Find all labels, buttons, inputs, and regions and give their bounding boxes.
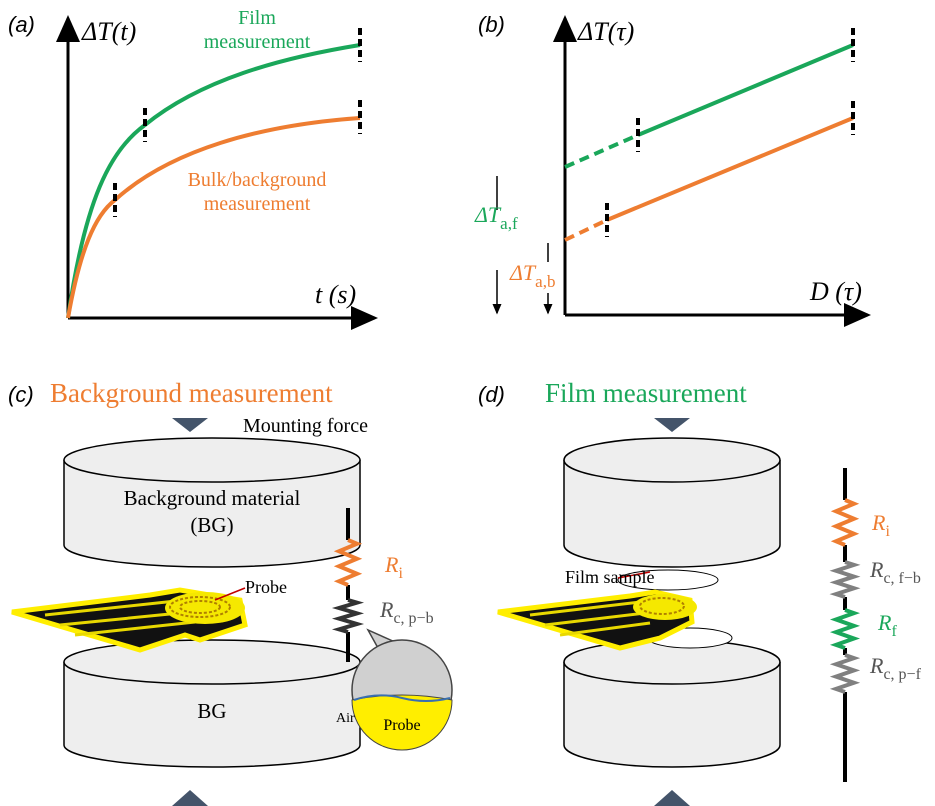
- resistor-label: Rc, p−b: [379, 597, 434, 627]
- x-axis-label: D (τ): [809, 277, 862, 306]
- resistor-label: Rc, f−b: [869, 557, 921, 587]
- panel-title: Film measurement: [545, 378, 747, 408]
- resistor-label: Rc, p−f: [869, 653, 922, 683]
- air-label: Air: [336, 711, 355, 726]
- resistor: [836, 610, 854, 648]
- offset-film-label: ΔTa,f: [474, 202, 518, 233]
- panel-label: (c): [8, 382, 34, 407]
- resistor-label: Rf: [877, 610, 897, 640]
- panel-c: (c) Background measurement Mounting forc…: [8, 378, 452, 806]
- panel-b: (b) ΔT(τ) D (τ) ΔTa,f ΔTa,b: [474, 12, 868, 315]
- resistor-label: Ri: [384, 552, 403, 582]
- circuit: [836, 468, 854, 782]
- panel-label: (d): [478, 382, 505, 407]
- force-label: Mounting force: [243, 415, 368, 437]
- force-arrow: [654, 418, 690, 432]
- force-arrow: [172, 790, 208, 806]
- figure: (a) ΔT(t) t (s) Filmmeasurement Bulk/bac…: [0, 0, 935, 806]
- film-line: [638, 45, 853, 135]
- film-extrapolation: [565, 135, 638, 167]
- resistor-label: Ri: [871, 510, 890, 540]
- panel-d: (d) Film measurement Film sample Ri Rc, …: [478, 378, 922, 806]
- resistor: [836, 500, 854, 545]
- x-axis-label: t (s): [315, 280, 356, 309]
- force-arrow: [654, 790, 690, 806]
- y-axis-label: ΔT(t): [81, 17, 136, 46]
- inset-probe-label: Probe: [383, 717, 420, 734]
- panel-title: Background measurement: [50, 378, 333, 408]
- probe-label: Probe: [245, 577, 287, 597]
- offset-bulk-label: ΔTa,b: [509, 260, 555, 291]
- panel-label: (b): [478, 12, 505, 37]
- resistor: [339, 600, 357, 632]
- force-arrow: [172, 418, 208, 432]
- bulk-extrapolation: [565, 220, 607, 240]
- resistor: [836, 562, 854, 597]
- panel-label: (a): [8, 12, 35, 37]
- cylinder-top: [64, 640, 360, 684]
- cylinder-top: [564, 438, 780, 482]
- sample-label: Film sample: [565, 567, 655, 587]
- cylinder-top: [64, 438, 360, 482]
- y-axis-label: ΔT(τ): [577, 17, 634, 46]
- block-label: BG: [197, 699, 226, 723]
- resistor: [836, 655, 854, 692]
